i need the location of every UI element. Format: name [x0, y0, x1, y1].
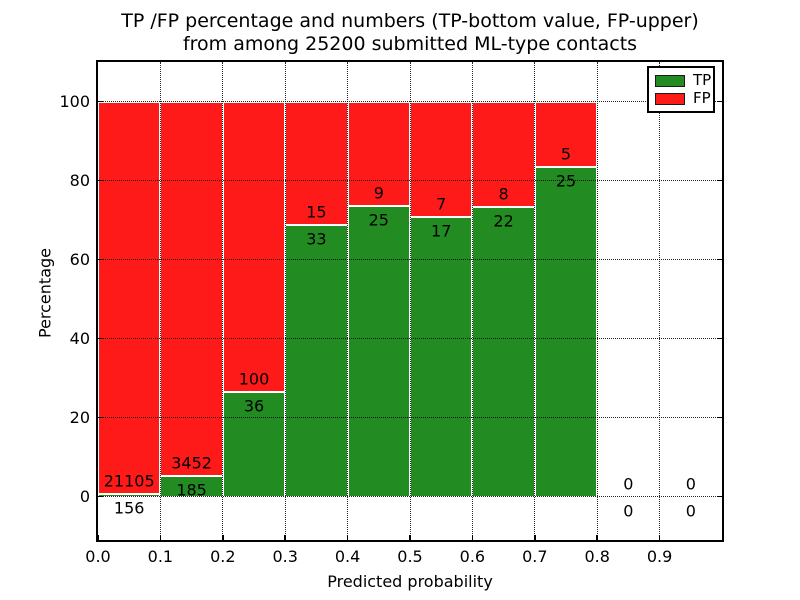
chart-title: TP /FP percentage and numbers (TP-bottom…	[96, 10, 724, 56]
fp-count-label: 8	[498, 184, 509, 204]
x-tick-label: 0.1	[147, 547, 174, 566]
fp-count-label: 21105	[103, 471, 155, 491]
gridlines-layer	[98, 62, 722, 540]
bar-segment-tp	[410, 216, 473, 497]
tp-legend-swatch	[655, 74, 685, 87]
vertical-gridline	[659, 62, 661, 540]
y-tick-mark-right	[717, 258, 722, 261]
bar-segment-fp	[347, 101, 410, 207]
x-tick-mark	[534, 535, 536, 540]
bar-segment-tp	[160, 476, 223, 497]
y-tick-mark-right	[717, 416, 722, 419]
x-tick-label: 0.2	[210, 547, 236, 566]
x-tick-label: 0.5	[397, 547, 423, 566]
y-tick-mark-right	[717, 100, 722, 103]
x-tick-mark	[97, 535, 99, 540]
legend: TP FP	[647, 66, 715, 113]
y-tick-mark	[98, 258, 103, 261]
bar-segment-fp	[285, 101, 348, 225]
vertical-gridline	[222, 62, 224, 540]
x-tick-mark	[159, 535, 162, 540]
vertical-gridline	[409, 62, 411, 540]
x-tick-label: 0.3	[272, 547, 298, 566]
bar-segment-tp	[285, 224, 348, 497]
bar-segment-fp	[534, 101, 598, 168]
tp-legend-label: TP	[693, 71, 712, 89]
x-tick-mark	[284, 535, 286, 540]
tp-count-label: 36	[243, 396, 265, 416]
y-tick-label: 60	[69, 249, 90, 269]
y-tick-mark-right	[717, 495, 722, 498]
y-tick-label: 0	[79, 486, 90, 506]
plot-area: 21105 156 3452 185 100 36 15 33 9 25 7 17 8 22 5 25 0 0 0 0	[96, 60, 724, 542]
y-tick-label: 20	[69, 407, 90, 427]
tp-count-label: 185	[176, 480, 207, 500]
chart-title-line-1: TP /FP percentage and numbers (TP-bottom…	[121, 10, 699, 32]
vertical-gridline	[471, 62, 473, 540]
legend-item-tp: TP	[655, 73, 711, 88]
fp-legend-swatch	[655, 92, 685, 105]
bar-segment-tp	[472, 206, 535, 497]
tp-count-label: 0	[623, 501, 634, 521]
bar-segment-fp	[98, 101, 161, 494]
fp-legend-label: FP	[693, 89, 711, 107]
y-tick-mark	[98, 179, 103, 182]
bars-layer	[98, 62, 722, 540]
y-tick-mark-right	[717, 179, 722, 182]
fp-count-label: 0	[685, 474, 696, 494]
fp-count-label: 9	[373, 183, 384, 203]
bar-segment-fp	[160, 101, 223, 477]
bar-segment-tp	[347, 206, 410, 497]
vertical-gridline	[284, 62, 286, 540]
x-tick-mark	[658, 535, 661, 540]
bar-segment-tp	[534, 167, 598, 497]
tp-count-label: 25	[368, 210, 389, 230]
x-tick-mark	[346, 535, 349, 540]
x-tick-mark	[596, 535, 598, 540]
x-tick-label: 0.6	[459, 547, 486, 566]
fp-count-label: 100	[238, 369, 270, 389]
vertical-gridline	[159, 62, 161, 540]
x-tick-mark	[471, 535, 474, 540]
fp-count-label: 15	[306, 202, 327, 222]
tp-count-label: 25	[555, 171, 577, 191]
bar-segment-fp	[222, 101, 286, 392]
x-tick-label: 0.8	[584, 547, 610, 566]
axis-ticks-layer	[97, 62, 722, 540]
vertical-gridline	[596, 62, 598, 540]
x-axis-label: Predicted probability	[327, 572, 493, 591]
tp-count-label: 22	[493, 211, 514, 231]
bar-count-labels-layer: 21105 156 3452 185 100 36 15 33 9 25 7 17 8 22 5 25 0 0 0 0	[98, 62, 722, 540]
y-tick-mark-right	[717, 337, 722, 340]
fp-count-label: 7	[436, 194, 447, 214]
bar-segment-fp	[410, 101, 473, 217]
y-tick-mark	[98, 416, 103, 419]
y-tick-mark	[98, 100, 103, 103]
fp-count-label: 0	[623, 474, 634, 494]
y-tick-mark	[98, 495, 103, 498]
y-tick-label: 40	[69, 328, 90, 348]
vertical-gridline	[534, 62, 536, 540]
x-tick-label: 0.7	[522, 547, 548, 566]
chart-title-line-2: from among 25200 submitted ML-type conta…	[182, 33, 638, 55]
bar-segment-fp	[472, 101, 535, 207]
x-tick-label: 0.4	[334, 547, 361, 566]
tp-count-label: 156	[113, 498, 145, 518]
x-tick-mark	[409, 535, 411, 540]
fp-count-label: 3452	[171, 453, 212, 473]
tp-count-label: 0	[685, 501, 696, 521]
tp-count-label: 33	[306, 229, 327, 249]
x-tick-label: 0.0	[85, 547, 111, 566]
tp-count-label: 17	[431, 221, 452, 241]
legend-item-fp: FP	[655, 91, 711, 106]
x-tick-mark	[222, 535, 224, 540]
x-tick-label: 0.9	[646, 547, 673, 566]
y-tick-label: 80	[69, 170, 90, 190]
y-tick-mark	[98, 337, 103, 340]
vertical-gridline	[347, 62, 349, 540]
y-tick-label: 100	[59, 91, 90, 111]
fp-count-label: 5	[560, 144, 572, 164]
